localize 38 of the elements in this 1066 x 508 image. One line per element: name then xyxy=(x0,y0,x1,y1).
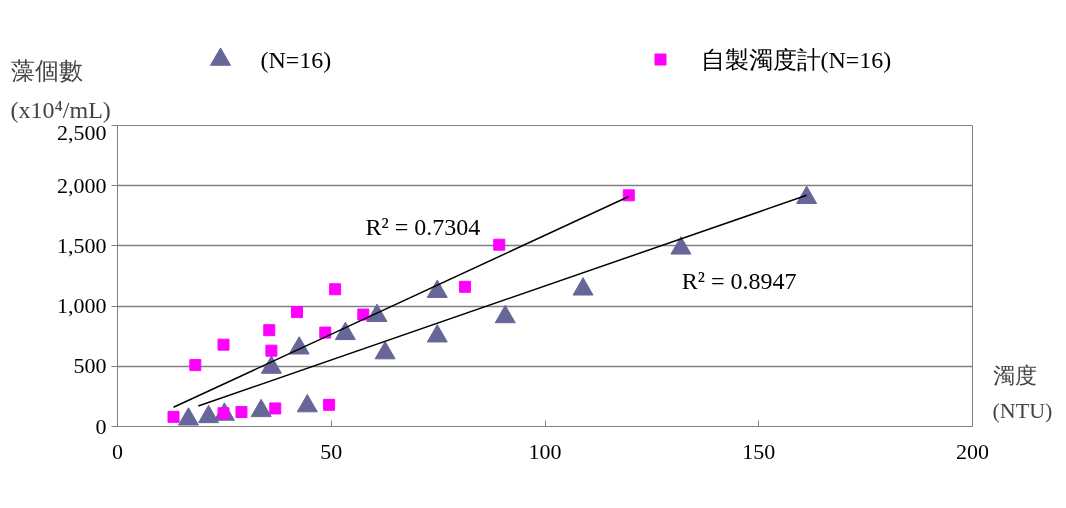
point xyxy=(493,238,506,251)
point xyxy=(572,277,594,296)
point xyxy=(296,393,318,413)
point xyxy=(291,306,304,319)
point xyxy=(494,304,516,324)
point xyxy=(334,321,356,341)
legend-label: (N=16) xyxy=(260,46,332,73)
annotation: R² = 0.7304 xyxy=(365,213,481,240)
x-tick-label: 150 xyxy=(742,438,776,464)
point xyxy=(426,324,448,343)
point xyxy=(260,355,282,374)
point xyxy=(263,324,276,337)
x-tick-label: 100 xyxy=(528,438,562,464)
annotation: R² = 0.8947 xyxy=(681,268,797,295)
point xyxy=(217,338,230,351)
point xyxy=(250,398,272,418)
point xyxy=(167,410,180,423)
y-tick-label: 2,000 xyxy=(57,172,107,198)
x-tick-label: 50 xyxy=(320,438,343,464)
point xyxy=(374,341,396,360)
point xyxy=(459,280,472,293)
y-axis-title: 藻個數 (x10⁴/mL) xyxy=(10,57,111,123)
point xyxy=(198,404,220,424)
y-tick-label: 1,000 xyxy=(57,293,107,319)
point xyxy=(622,189,635,202)
x-tick-label: 0 xyxy=(112,438,123,464)
point xyxy=(265,344,278,357)
y-tick-label: 0 xyxy=(95,413,107,439)
x-axis-title: 濁度 (NTU) xyxy=(992,363,1053,424)
x-tick-label: 200 xyxy=(956,438,989,464)
point xyxy=(329,283,342,296)
y-tick-label: 1,500 xyxy=(57,232,107,258)
point xyxy=(357,308,370,321)
legend-label: 自製濁度計(N=16) xyxy=(700,46,892,73)
y-tick-label: 500 xyxy=(73,353,107,379)
point xyxy=(177,407,199,426)
point xyxy=(323,398,336,411)
point xyxy=(319,326,332,339)
